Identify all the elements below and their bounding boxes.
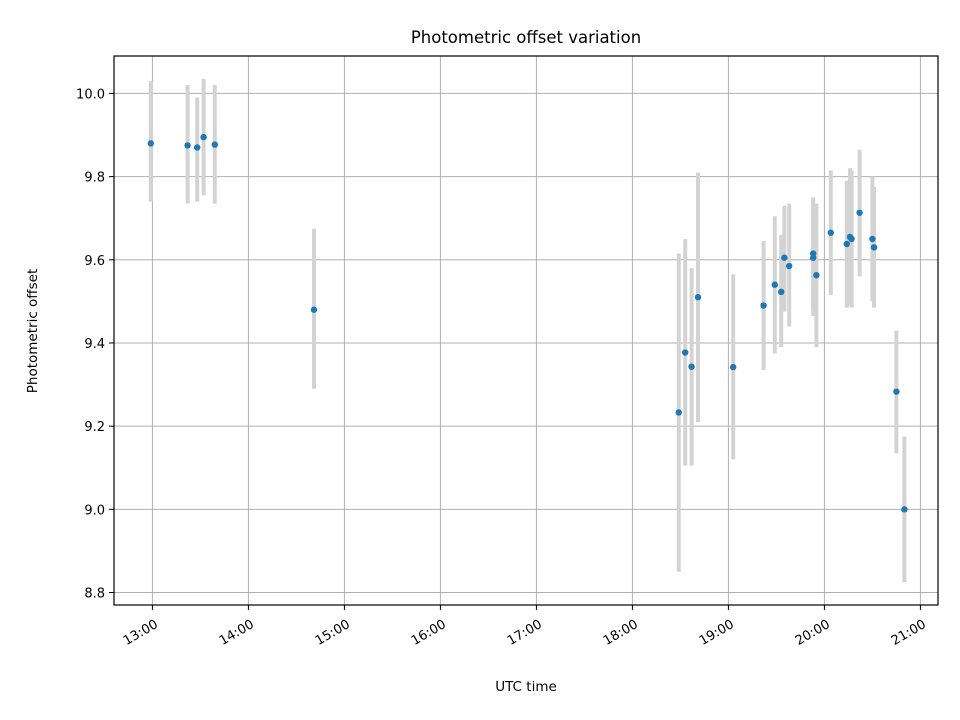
data-point xyxy=(310,306,318,313)
chart-title: Photometric offset variation xyxy=(411,28,641,47)
y-tick-label: 9.4 xyxy=(84,337,105,352)
data-point xyxy=(675,409,682,416)
grid xyxy=(114,56,938,605)
data-point xyxy=(771,281,778,288)
data-point xyxy=(901,506,908,513)
data-point xyxy=(778,288,785,296)
data-point xyxy=(848,235,855,243)
data-point xyxy=(810,250,817,257)
data-points xyxy=(147,133,908,513)
data-point xyxy=(781,254,788,261)
data-point xyxy=(194,144,201,151)
data-point xyxy=(730,363,737,371)
y-tick-label: 9.6 xyxy=(84,254,105,269)
data-point xyxy=(856,209,863,216)
data-point xyxy=(147,140,154,147)
data-point xyxy=(870,244,878,251)
data-point xyxy=(184,142,191,149)
data-point xyxy=(694,294,702,301)
plot-frame xyxy=(113,55,939,606)
data-point xyxy=(813,271,820,279)
y-tick-label: 8.8 xyxy=(84,587,105,602)
y-tick-label: 10.0 xyxy=(76,87,105,102)
data-point xyxy=(827,229,834,236)
data-point xyxy=(200,133,207,141)
data-point xyxy=(843,240,850,248)
data-point xyxy=(869,235,876,243)
y-tick-label: 9.0 xyxy=(84,503,105,518)
data-point xyxy=(760,302,767,309)
y-axis-ticks: 8.8 9.0 9.2 9.4 9.6 9.8 10.0 xyxy=(76,87,114,602)
y-tick-label: 9.2 xyxy=(84,420,105,435)
x-axis-label: UTC time xyxy=(495,679,557,695)
data-point xyxy=(211,141,218,148)
data-point xyxy=(688,363,695,370)
data-point xyxy=(682,349,689,356)
y-axis-label: Photometric offset xyxy=(25,269,41,393)
y-tick-label: 9.8 xyxy=(84,171,105,186)
data-point xyxy=(893,388,900,395)
data-point xyxy=(786,262,793,270)
